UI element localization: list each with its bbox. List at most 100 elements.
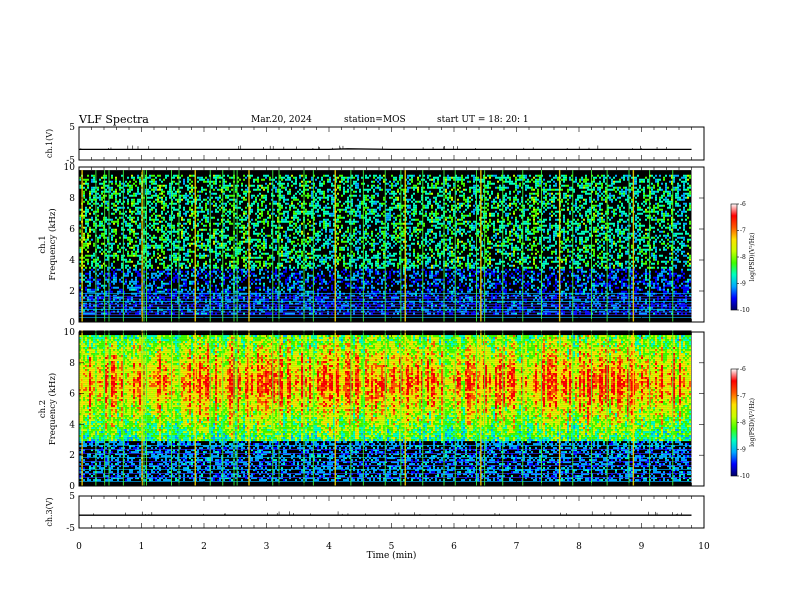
ch1-spectrogram-cell [341,181,343,183]
ch1-spectrogram-cell [83,179,85,181]
ch1-spectrogram-cell [213,175,215,177]
ch1-spectrogram-cell [383,197,385,199]
ch1-spectrogram-cell [293,237,295,239]
ch1-spectrogram-cell [225,237,227,239]
ch1-spectrogram-cell [163,251,165,253]
ch1-spectrogram-cell [287,211,289,213]
ch1-spectrogram-cell [225,221,227,223]
ch1-spectrogram-cell [173,279,175,281]
ch1-spectrogram-cell [251,257,253,259]
ch1-spectrogram-cell [181,247,183,249]
ch1-spectrogram-cell [153,225,155,227]
ch1-spectrogram-cell [359,189,361,191]
ch1-spectrogram-cell [311,239,313,241]
ch1-spectrogram-cell [299,193,301,195]
ch1-spectrogram-cell [175,193,177,195]
ch1-spectrogram-cell [281,187,283,189]
ch1-spectrogram-cell [327,267,329,269]
ch1-spectrogram-cell [87,259,89,261]
ch1-spectrogram-cell [359,257,361,259]
ch1-spectrogram-cell [167,243,169,245]
ch1-spectrogram-cell [211,193,213,195]
ch1-spectrogram-cell [215,257,217,259]
ch1-spectrogram-cell [205,189,207,191]
ch1-spectrogram-cell [113,257,115,259]
ch1-spectrogram-cell [215,177,217,179]
ch1-spectrogram-cell [89,241,91,243]
ch1-spectrogram-cell [257,225,259,227]
ch1-spectrogram-cell [187,203,189,205]
ch1-spectrogram-cell [253,273,255,275]
ch1-spectrogram-cell [257,185,259,187]
ch1-spectrogram-cell [137,261,139,263]
ch1-spectrogram-cell [359,277,361,279]
ch1-spectrogram-cell [319,183,321,185]
ch1-spectrogram-cell [331,277,333,279]
ch1-spectrogram-cell [225,205,227,207]
ch1-spectrogram-cell [289,289,291,291]
ch1-spectrogram-cell [139,201,141,203]
ch1-spectrogram-cell [259,193,261,195]
ch1-spectrogram-cell [319,205,321,207]
ch1-spectrogram-cell [187,177,189,179]
ch1-spectrogram-cell [379,209,381,211]
ch1-spectrogram-cell [317,257,319,259]
ch1-spectrogram-cell [191,283,193,285]
ch1-spectrogram-cell [85,199,87,201]
ch1-spectrogram-cell [93,211,95,213]
ch1-spectrogram-cell [87,223,89,225]
ch1-spectrogram-cell [149,227,151,229]
ch1-spectrogram-cell [291,241,293,243]
ch1-spectrogram-cell [343,249,345,251]
ch1-spectrogram-cell [131,229,133,231]
ch1-spectrogram-cell [265,205,267,207]
ch1-spectrogram-cell [231,273,233,275]
ch1-spectrogram-cell [375,235,377,237]
ch1-spectrogram-cell [149,185,151,187]
ch1-spectrogram-cell [331,185,333,187]
ch1-spectrogram-cell [257,257,259,259]
ch1-spectrogram-cell [367,177,369,179]
ch1-spectrogram-cell [293,205,295,207]
ch1-spectrogram-cell [287,191,289,193]
ch1-spectrogram-cell [161,287,163,289]
ch1-spectrogram-cell [383,255,385,257]
ch1-spectrogram-cell [91,201,93,203]
ch1-spectrogram-cell [273,257,275,259]
ch1-spectrogram-cell [243,219,245,221]
ch1-spectrogram-cell [383,263,385,265]
ch1-spectrogram-cell [305,255,307,257]
ch1-spectrogram-cell [187,233,189,235]
ch1-spectrogram-cell [357,211,359,213]
ch1-spectrogram-cell [183,243,185,245]
ch1-spectrogram-cell [245,195,247,197]
ch1-spectrogram-cell [129,229,131,231]
ch1-spectrogram-cell [281,263,283,265]
ch1-spectrogram-cell [113,279,115,281]
ch1-spectrogram-cell [111,235,113,237]
ch1-spectrogram-cell [223,203,225,205]
ch1-spectrogram-cell [311,197,313,199]
ch1-spectrogram-cell [181,291,183,293]
ch1-spectrogram-cell [155,215,157,217]
ch1-spectrogram-cell [343,259,345,261]
ch1-spectrogram-cell [381,227,383,229]
ch1-spectrogram-cell [189,191,191,193]
ch1-spectrogram-cell [293,277,295,279]
ch1-spectrogram-cell [331,279,333,281]
ch1-spectrogram-cell [365,221,367,223]
ch1-spectrogram-cell [85,179,87,181]
ch1-spectrogram-cell [117,247,119,249]
ch1-spectrogram-cell [317,211,319,213]
ch1-spectrogram-cell [343,269,345,271]
ch1-spectrogram-cell [339,277,341,279]
ch1-spectrogram-cell [133,289,135,291]
ch1-spectrogram-cell [297,283,299,285]
ch1-spectrogram-cell [255,219,257,221]
ch1-spectrogram-cell [323,247,325,249]
ch1-spectrogram-cell [105,181,107,183]
ch1-spectrogram-cell [287,185,289,187]
ch1-spectrogram-cell [291,205,293,207]
ch1-spectrogram-cell [347,253,349,255]
ch1-spectrogram-cell [199,255,201,257]
